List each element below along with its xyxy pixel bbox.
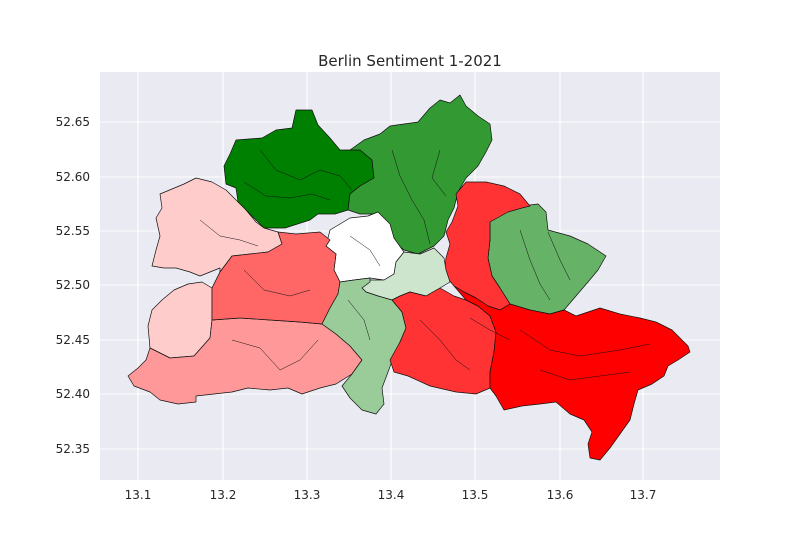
boundary-line	[347, 299, 371, 341]
boundary-line	[519, 229, 551, 301]
x-tick-label: 13.6	[547, 488, 574, 502]
y-tick-label: 52.55	[56, 224, 90, 238]
boundary-line	[539, 369, 631, 381]
boundary-line	[243, 181, 331, 201]
boundary-line	[469, 317, 511, 341]
y-tick-label: 52.60	[56, 170, 90, 184]
district-centre-south[interactable]	[321, 277, 407, 415]
x-tick-label: 13.1	[125, 488, 152, 502]
district-west[interactable]	[147, 177, 283, 359]
district-south-east[interactable]	[453, 285, 691, 461]
district-north[interactable]	[347, 94, 493, 255]
boundary-line	[431, 149, 447, 197]
boundary-line	[349, 235, 381, 267]
x-tick-label: 13.2	[210, 488, 237, 502]
boundary-line	[199, 219, 259, 247]
x-tick-label: 13.5	[462, 488, 489, 502]
boundary-line	[391, 149, 431, 245]
boundary-line	[519, 329, 651, 357]
district-boundaries	[199, 149, 651, 381]
y-tick-label: 52.50	[56, 278, 90, 292]
y-tick-label: 52.45	[56, 333, 90, 347]
boundary-line	[231, 339, 319, 371]
x-tick-label: 13.4	[378, 488, 405, 502]
boundary-line	[419, 319, 471, 371]
x-tick-label: 13.3	[294, 488, 321, 502]
boundary-line	[259, 149, 353, 191]
boundary-line	[243, 269, 311, 297]
y-tick-label: 52.65	[56, 115, 90, 129]
berlin-map	[127, 94, 691, 461]
y-axis-ticks: 52.65 52.60 52.55 52.50 52.45 52.40 52.3…	[56, 115, 90, 456]
y-tick-label: 52.35	[56, 442, 90, 456]
x-tick-label: 13.7	[630, 488, 657, 502]
x-axis-ticks: 13.1 13.2 13.3 13.4 13.5 13.6 13.7	[125, 488, 657, 502]
chart-title: Berlin Sentiment 1-2021	[318, 52, 502, 70]
y-tick-label: 52.40	[56, 387, 90, 401]
boundary-line	[547, 231, 571, 281]
